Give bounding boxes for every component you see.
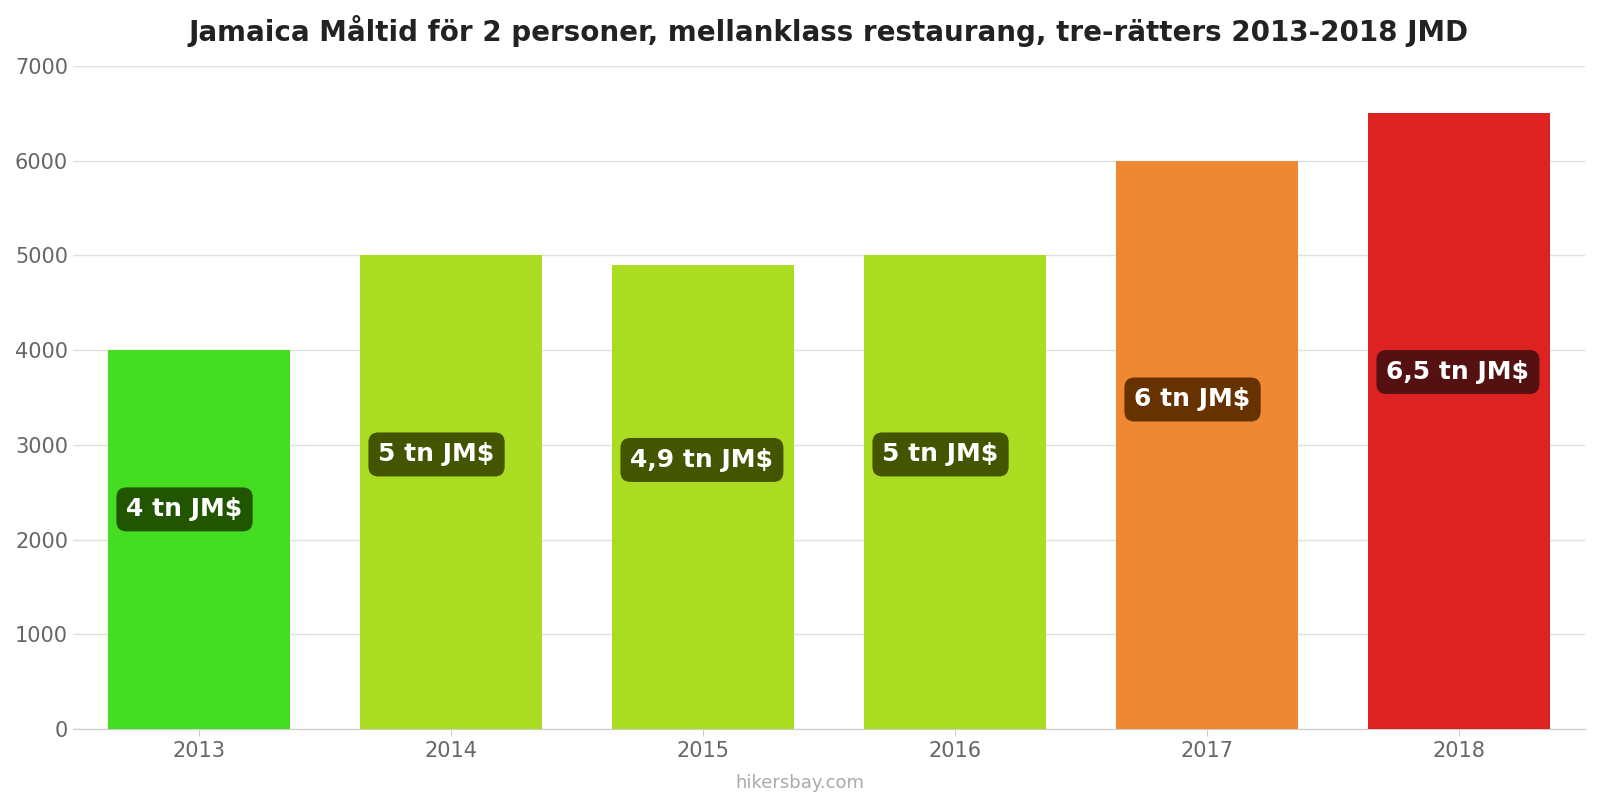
Bar [360, 255, 542, 729]
Bar [864, 255, 1046, 729]
Text: 5 tn JM$: 5 tn JM$ [883, 442, 998, 466]
Text: 4,9 tn JM$: 4,9 tn JM$ [630, 448, 773, 472]
Text: 4 tn JM$: 4 tn JM$ [126, 498, 243, 522]
Bar [613, 265, 794, 729]
Text: 5 tn JM$: 5 tn JM$ [379, 442, 494, 466]
Bar [1117, 161, 1298, 729]
Text: 6 tn JM$: 6 tn JM$ [1134, 387, 1251, 411]
Bar [109, 350, 290, 729]
Bar [1368, 114, 1550, 729]
Title: Jamaica Måltid för 2 personer, mellanklass restaurang, tre-rätters 2013-2018 JMD: Jamaica Måltid för 2 personer, mellankla… [189, 15, 1469, 47]
Text: 6,5 tn JM$: 6,5 tn JM$ [1387, 360, 1530, 384]
Text: hikersbay.com: hikersbay.com [736, 774, 864, 792]
